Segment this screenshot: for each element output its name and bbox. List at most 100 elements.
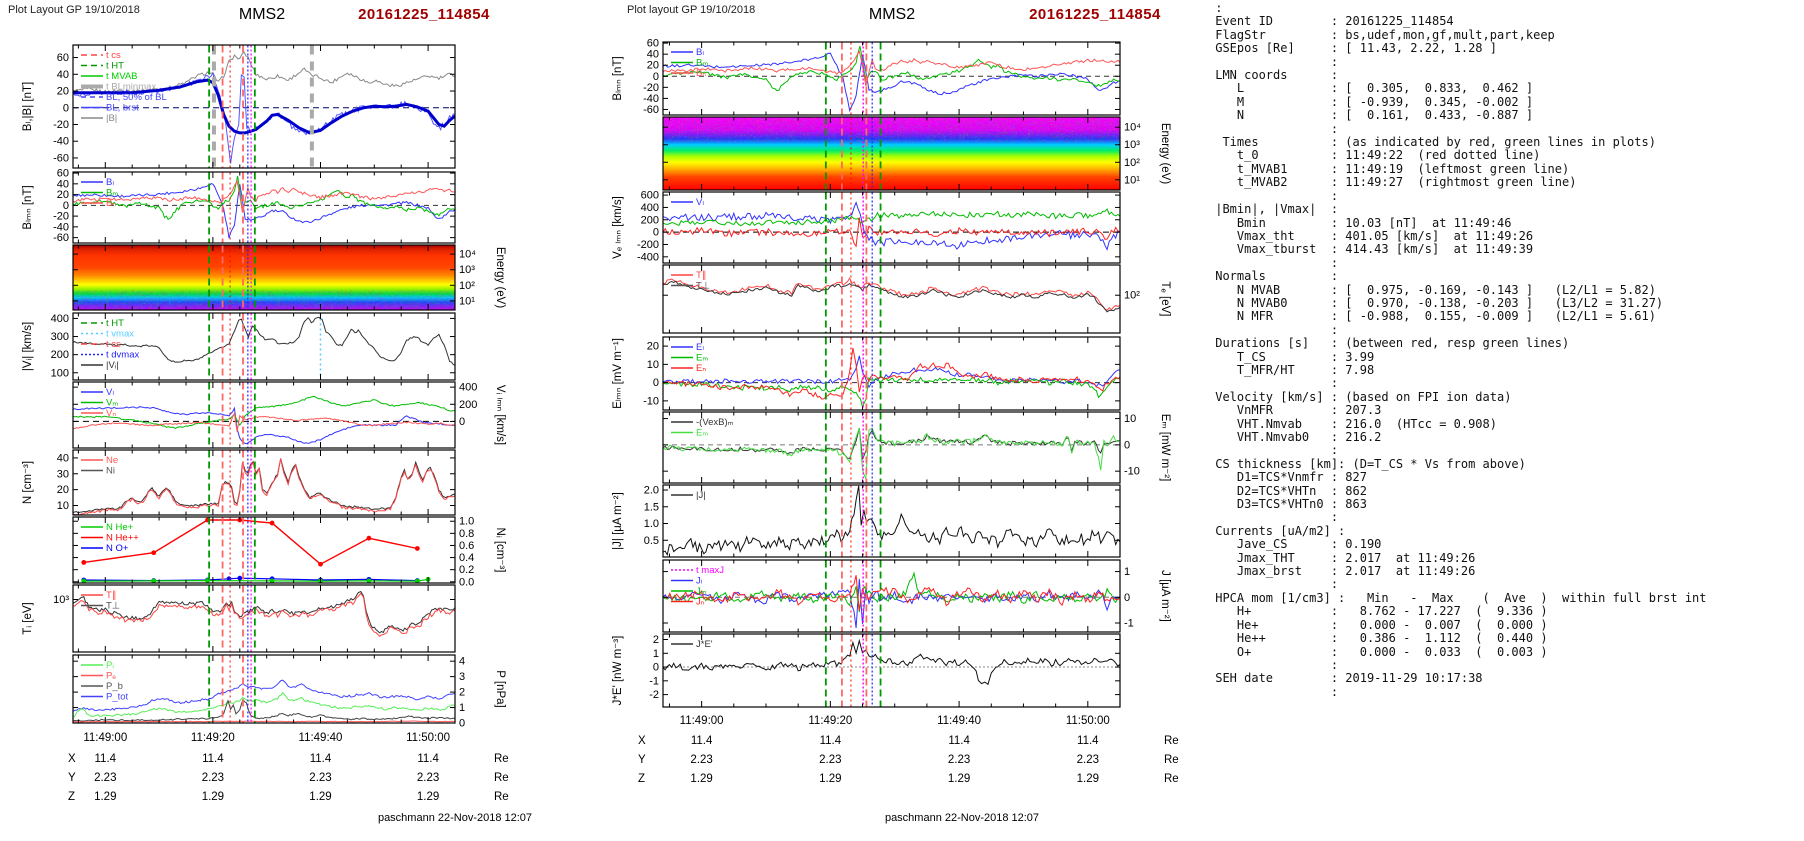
left-panel-6: 1.00.80.60.40.20.0 Nᵢ [cm⁻³] N He+N He++N … (72, 516, 506, 588)
svg-text:10²: 10² (459, 280, 475, 292)
coord-row-label: X (638, 735, 646, 747)
axis-label: P [nPa] (494, 670, 506, 708)
coord-value: 2.23 (417, 772, 439, 784)
event-summary-text-panel: : Event ID : 20161225_114854 FlagStr : b… (1215, 1, 1707, 699)
coord-value: 1.29 (309, 791, 331, 803)
svg-text:0: 0 (1124, 592, 1130, 604)
legend-label: Bₘ (106, 188, 118, 199)
legend-label: t vmax (106, 329, 134, 340)
middle-panel-3: 10² Tₑ [eV] T∥T⊥ (662, 264, 1171, 334)
coord-unit: Re (1164, 754, 1179, 766)
coord-value: 11.4 (820, 735, 842, 747)
svg-text:10¹: 10¹ (1124, 174, 1140, 186)
legend-label: Bₗ (696, 47, 704, 58)
legend-label: T∥ (696, 270, 707, 281)
svg-text:-20: -20 (53, 211, 69, 223)
x-tick-label: 11:50:00 (1066, 715, 1110, 727)
axis-label: Bₗₘₙ [nT] (612, 56, 624, 100)
svg-text:20: 20 (647, 341, 659, 353)
legend-label: BL, brst (106, 103, 139, 114)
svg-text:0.6: 0.6 (459, 540, 474, 552)
svg-text:3: 3 (459, 671, 465, 683)
coord-value: 2.23 (948, 754, 970, 766)
svg-text:0: 0 (1124, 439, 1130, 451)
coord-value: 11.4 (95, 753, 117, 765)
svg-text:10³: 10³ (53, 594, 69, 606)
coord-unit: Re (494, 753, 509, 765)
legend-label: Jₙ (696, 597, 705, 608)
svg-text:10⁴: 10⁴ (459, 249, 476, 261)
svg-text:0.8: 0.8 (459, 528, 474, 540)
axis-label: N [cm⁻³] (22, 461, 34, 504)
middle-panel-8: 2 1 0-1 -2 J*E' [nW m⁻³] J*E' (612, 633, 1121, 708)
svg-text:0.2: 0.2 (459, 564, 474, 576)
coord-value: 11.4 (948, 735, 970, 747)
axis-label: Vᵢ ₗₘₙ [km/s] (494, 385, 506, 445)
svg-text:-60: -60 (53, 232, 69, 244)
x-tick-label: 11:49:40 (937, 715, 981, 727)
legend-label: t HT (106, 61, 124, 72)
x-tick-label: 11:49:40 (299, 732, 343, 744)
x-tick-label: 11:49:00 (83, 732, 127, 744)
svg-text:300: 300 (51, 331, 69, 343)
middle-panel-1: 10⁴ 10³ 10² 10¹ Energy (eV) (662, 116, 1171, 191)
svg-text:20: 20 (647, 60, 659, 72)
svg-text:-20: -20 (53, 119, 69, 131)
legend-label: BL, 50% of BL (106, 92, 167, 103)
coord-value: 11.4 (417, 753, 439, 765)
coord-value: 2.23 (1077, 754, 1099, 766)
coord-value: 1.29 (948, 773, 970, 785)
svg-text:0.0: 0.0 (459, 576, 474, 588)
svg-text:200: 200 (459, 399, 477, 411)
svg-text:10¹: 10¹ (459, 295, 475, 307)
legend-label: Vₗ (106, 387, 114, 398)
svg-text:60: 60 (57, 52, 69, 64)
coord-value: 1.29 (1077, 773, 1099, 785)
axis-label: Tₑ [eV] (1159, 282, 1171, 317)
coord-value: 2.23 (94, 772, 116, 784)
svg-text:2: 2 (459, 687, 465, 699)
axis-label: Bₗₘₙ [nT] (22, 185, 34, 229)
coord-value: 2.23 (690, 754, 712, 766)
svg-text:30: 30 (57, 468, 69, 480)
svg-text:10³: 10³ (459, 264, 475, 276)
svg-text:0: 0 (63, 102, 69, 114)
coord-value: 11.4 (202, 753, 224, 765)
svg-text:1: 1 (459, 702, 465, 714)
axis-label: Energy (eV) (1159, 123, 1171, 185)
svg-text:-40: -40 (643, 93, 659, 105)
legend-label: t cs (106, 339, 121, 350)
svg-text:400: 400 (459, 382, 477, 394)
svg-text:1: 1 (1124, 566, 1130, 578)
axis-label: Vₑ ₗₘₙ [km/s] (612, 196, 624, 259)
legend-label: Jₘ (696, 586, 707, 597)
svg-text:10: 10 (1124, 413, 1136, 425)
coord-value: 1.29 (819, 773, 841, 785)
svg-text:4: 4 (459, 656, 465, 668)
legend-label: Pᵢ (106, 660, 114, 671)
legend-label: t cs (106, 50, 121, 61)
svg-text:2: 2 (653, 634, 659, 646)
legend-label: T⊥ (106, 601, 120, 612)
coord-value: 2.23 (202, 772, 224, 784)
svg-text:0.4: 0.4 (459, 552, 474, 564)
coord-value: 2.23 (819, 754, 841, 766)
left-panel-7: 10³ Tᵢ [eV] T∥T⊥ (22, 584, 456, 653)
svg-text:40: 40 (647, 49, 659, 61)
svg-text:1.0: 1.0 (644, 518, 659, 530)
axis-label: J*E' [nW m⁻³] (612, 636, 624, 706)
svg-text:20: 20 (57, 189, 69, 201)
svg-text:0: 0 (653, 227, 659, 239)
legend-label: Eₙ (696, 363, 706, 374)
svg-text:200: 200 (51, 349, 69, 361)
svg-text:0: 0 (653, 71, 659, 83)
svg-text:60: 60 (647, 38, 659, 50)
svg-text:400: 400 (641, 202, 659, 214)
legend-label: -(VexB)ₘ (696, 417, 734, 428)
svg-text:600: 600 (641, 190, 659, 202)
middle-footer-credit: paschmann 22-Nov-2018 12:07 (884, 812, 1040, 824)
